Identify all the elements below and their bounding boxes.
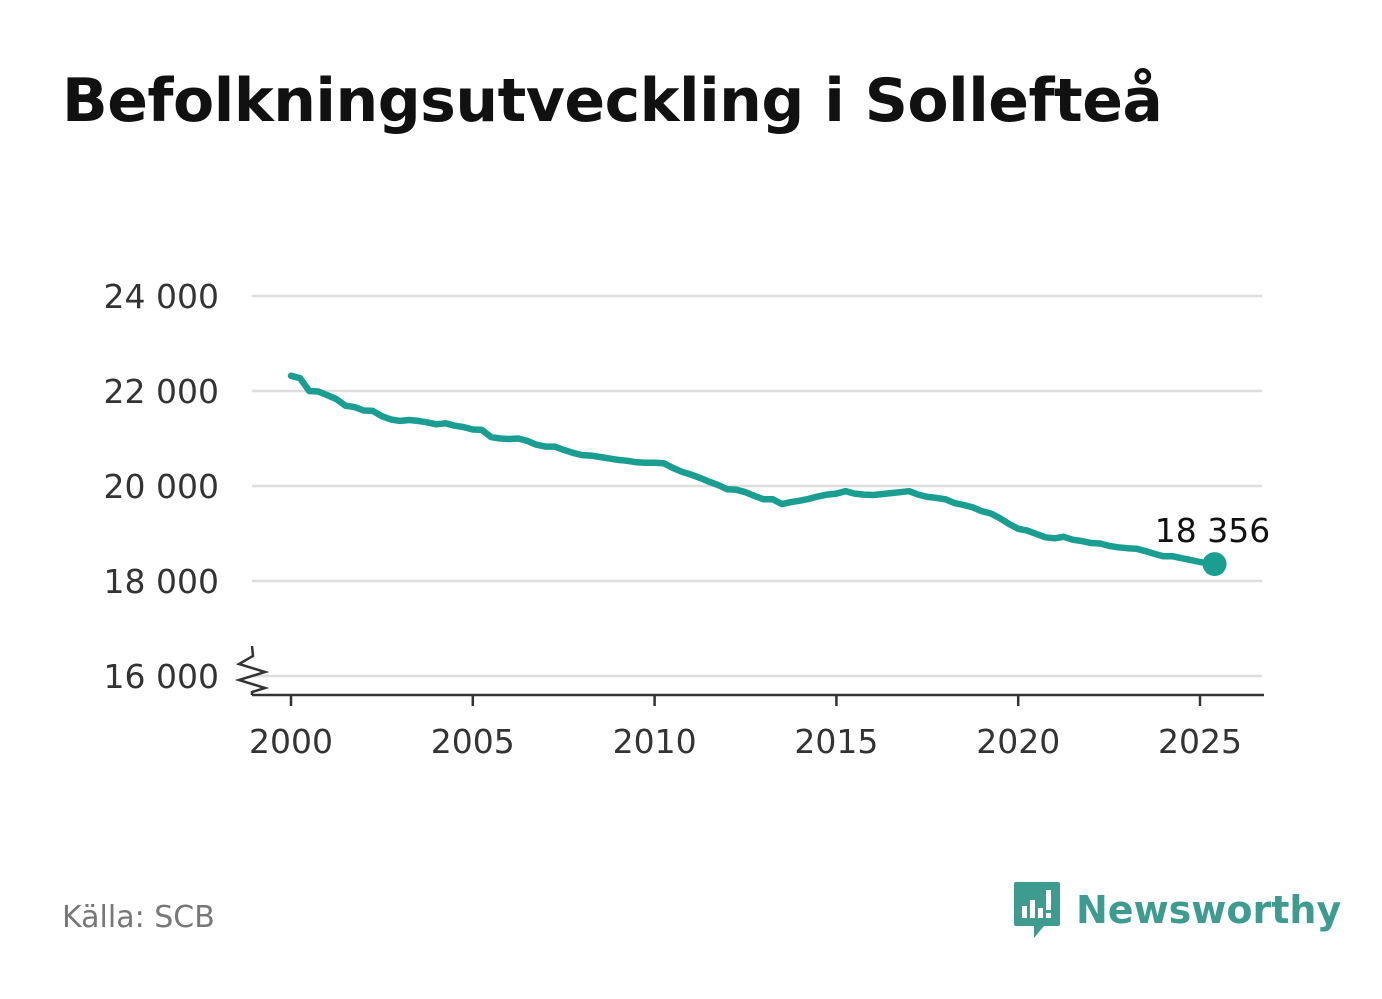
x-tick-label: 2005 (431, 722, 515, 761)
x-tick-labels: 2000 2005 2010 2015 2020 2025 (249, 722, 1242, 761)
y-tick-label: 18 000 (104, 562, 219, 601)
chart-title: Befolkningsutveckling i Sollefteå (62, 66, 1163, 136)
x-axis (234, 645, 1264, 706)
brand-name: Newsworthy (1076, 888, 1342, 932)
source-note: Källa: SCB (62, 900, 215, 935)
x-tick-label: 2015 (794, 722, 878, 761)
series-line (287, 372, 1218, 568)
series-lines (287, 372, 1218, 568)
y-tick-label: 22 000 (104, 372, 219, 411)
y-gridlines (252, 294, 1262, 678)
last-value-marker (1202, 552, 1227, 577)
last-value-label: 18 356 (1155, 511, 1270, 550)
y-tick-label: 20 000 (104, 467, 219, 506)
y-tick-labels: 16 000 18 000 20 000 22 000 24 000 (104, 277, 219, 696)
newsworthy-logo-icon (1014, 882, 1060, 938)
y-tick-label: 16 000 (104, 657, 219, 696)
x-tick-label: 2020 (976, 722, 1060, 761)
x-tick-label: 2000 (249, 722, 333, 761)
last-value-group: 18 356 (1155, 511, 1270, 577)
x-tick-label: 2010 (613, 722, 697, 761)
brand-logo: Newsworthy (1012, 880, 1341, 940)
y-tick-label: 24 000 (104, 277, 219, 316)
axis-break-icon (234, 645, 270, 695)
x-tick-label: 2025 (1158, 722, 1242, 761)
